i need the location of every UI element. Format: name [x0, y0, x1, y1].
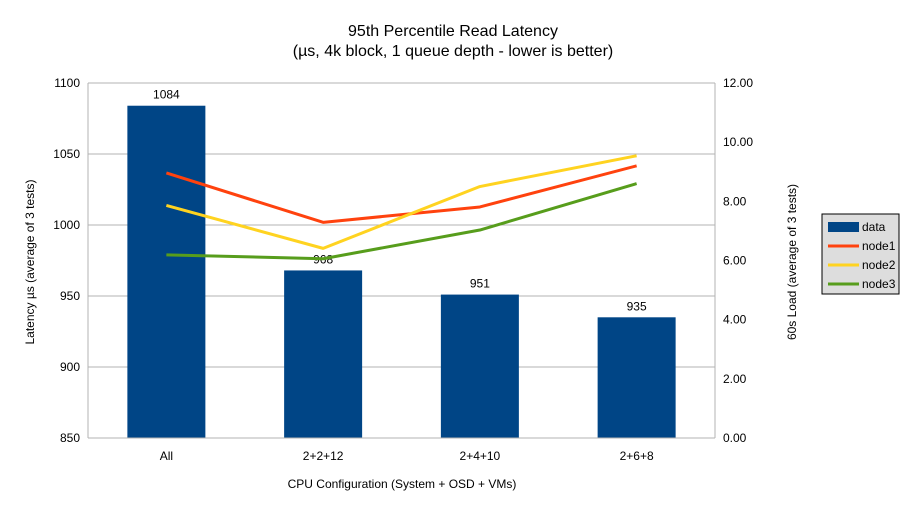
- legend-label-data: data: [862, 220, 886, 234]
- y2-tick-label: 2.00: [723, 372, 747, 386]
- y2-tick-label: 0.00: [723, 431, 747, 445]
- y2-tick-label: 10.00: [723, 135, 753, 149]
- legend-swatch-data: [828, 222, 859, 232]
- y-tick-label: 1100: [54, 76, 80, 90]
- y2-tick-label: 6.00: [723, 254, 747, 268]
- y-tick-label: 1050: [53, 147, 80, 161]
- y-tick-label: 900: [60, 360, 80, 374]
- bar: [440, 294, 519, 438]
- y2-tick-label: 8.00: [723, 194, 747, 208]
- x-tick-label: All: [160, 449, 173, 463]
- chart-title: 95th Percentile Read Latency: [348, 23, 558, 40]
- legend-label-node3: node3: [862, 277, 896, 291]
- y2-tick-label: 4.00: [723, 313, 747, 327]
- legend-label-node2: node2: [862, 258, 896, 272]
- bar-data-label: 951: [470, 277, 490, 291]
- x-tick-label: 2+4+10: [460, 449, 501, 463]
- y-tick-label: 950: [60, 289, 80, 303]
- series-line-node3: [166, 182, 638, 261]
- legend-label-node1: node1: [862, 239, 896, 253]
- bar-data-label: 935: [627, 299, 647, 313]
- y-tick-label: 1000: [53, 218, 80, 232]
- x-tick-label: 2+2+12: [303, 449, 344, 463]
- bar: [597, 317, 676, 438]
- y2-tick-label: 12.00: [723, 76, 753, 90]
- series-line-node2: [165, 154, 637, 250]
- y-axis-label: Latency µs (average of 3 tests): [23, 180, 37, 345]
- bar: [127, 105, 206, 438]
- bar: [284, 270, 363, 438]
- x-axis-label: CPU Configuration (System + OSD + VMs): [288, 477, 517, 491]
- y2-axis-label: 60s Load (average of 3 tests): [785, 184, 799, 340]
- chart-subtitle: (µs, 4k block, 1 queue depth - lower is …: [293, 43, 613, 60]
- series-line-node1: [165, 164, 638, 224]
- y-tick-label: 850: [60, 431, 80, 445]
- x-tick-label: 2+6+8: [620, 449, 654, 463]
- bar-data-label: 1084: [153, 88, 180, 102]
